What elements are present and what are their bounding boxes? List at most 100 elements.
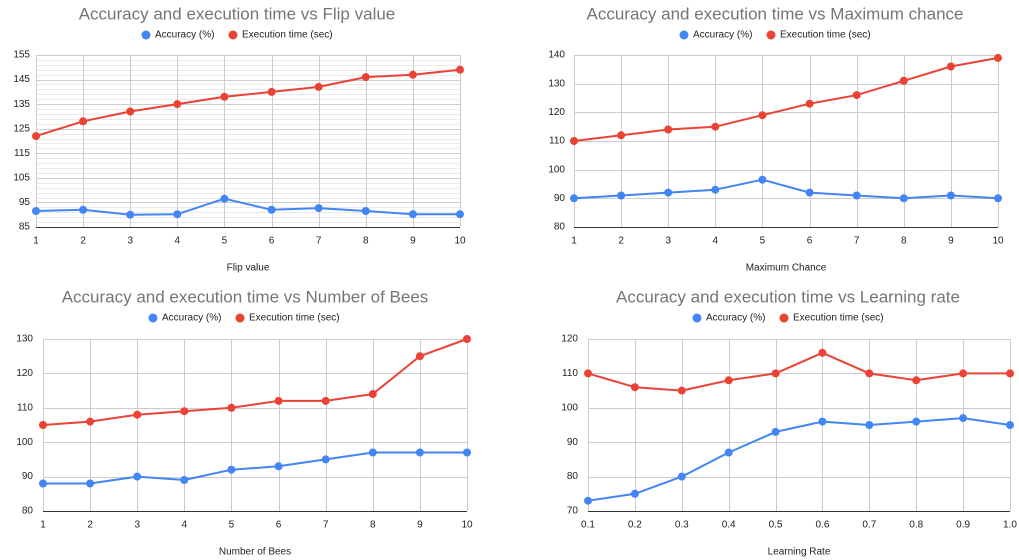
x-axis-title: Number of Bees (219, 547, 291, 558)
data-point-accuracy (959, 414, 968, 423)
x-tick-label: 0.3 (675, 520, 689, 531)
data-point-accuracy (368, 448, 377, 457)
data-point-accuracy (711, 185, 720, 194)
data-point-accuracy (267, 205, 276, 214)
data-point-execution-time (711, 122, 720, 131)
legend-marker-execution-time (779, 313, 789, 323)
legend-label-execution-time: Execution time (sec) (793, 313, 884, 324)
data-point-execution-time (865, 369, 874, 378)
x-tick-label: 9 (948, 236, 954, 247)
x-tick-label: 0.7 (862, 520, 876, 531)
data-point-execution-time (899, 76, 908, 85)
data-point-accuracy (220, 194, 229, 203)
data-point-execution-time (946, 62, 955, 71)
x-tick-label: 2 (87, 520, 93, 531)
data-point-accuracy (133, 472, 142, 481)
x-tick-label: 6 (269, 236, 275, 247)
data-point-accuracy (314, 204, 323, 213)
legend-label-execution-time: Execution time (sec) (249, 313, 340, 324)
y-tick-label: 115 (14, 148, 30, 159)
data-point-execution-time (1006, 369, 1014, 378)
x-tick-label: 0.5 (769, 520, 783, 531)
data-point-accuracy (758, 175, 767, 184)
chart-4: Accuracy and execution time vs Learning … (561, 287, 1017, 557)
legend-label-execution-time: Execution time (sec) (780, 30, 871, 41)
x-tick-label: 7 (854, 236, 860, 247)
data-point-execution-time (771, 369, 780, 378)
series-line-execution-time (42, 338, 468, 426)
series-line-accuracy (587, 417, 1011, 502)
data-point-accuracy (463, 448, 471, 457)
x-tick-label: 5 (222, 236, 228, 247)
data-point-execution-time (314, 82, 323, 91)
x-tick-label: 10 (461, 520, 473, 531)
data-point-execution-time (79, 117, 88, 126)
y-tick-label: 90 (567, 437, 579, 448)
data-point-execution-time (724, 376, 733, 385)
y-tick-label: 130 (16, 334, 33, 345)
chart-3: Accuracy and execution time vs Number of… (16, 287, 473, 557)
data-point-accuracy (173, 210, 182, 219)
x-tick-label: 6 (807, 236, 813, 247)
x-tick-label: 3 (134, 520, 140, 531)
x-tick-label: 0.8 (909, 520, 923, 531)
data-point-execution-time (415, 352, 424, 361)
legend-label-accuracy: Accuracy (%) (162, 313, 221, 324)
y-tick-label: 135 (13, 99, 30, 110)
data-point-execution-time (321, 396, 330, 405)
data-point-accuracy (630, 489, 639, 498)
legend-label-accuracy: Accuracy (%) (693, 30, 752, 41)
chart-title: Accuracy and execution time vs Learning … (616, 287, 960, 306)
y-tick-label: 70 (567, 506, 579, 517)
x-tick-label: 4 (175, 236, 181, 247)
data-point-accuracy (39, 479, 47, 488)
data-point-execution-time (584, 369, 592, 378)
legend-marker-execution-time (235, 313, 245, 323)
y-tick-label: 85 (19, 222, 31, 233)
data-point-accuracy (677, 472, 686, 481)
data-point-execution-time (86, 417, 95, 426)
x-tick-label: 7 (323, 520, 329, 531)
data-point-execution-time (677, 386, 686, 395)
series-line-accuracy (43, 451, 467, 485)
x-axis-title: Learning Rate (768, 547, 831, 558)
y-tick-label: 155 (13, 50, 30, 61)
data-point-accuracy (32, 207, 40, 215)
x-tick-label: 5 (229, 520, 235, 531)
data-point-accuracy (361, 207, 370, 215)
y-tick-label: 110 (17, 402, 33, 413)
data-point-accuracy (664, 188, 673, 197)
x-tick-label: 1 (571, 236, 577, 247)
legend-marker-accuracy (148, 313, 158, 323)
data-point-execution-time (758, 111, 767, 120)
data-point-accuracy (126, 210, 135, 219)
y-tick-label: 145 (13, 74, 30, 85)
y-tick-label: 100 (16, 437, 33, 448)
chart-2: Accuracy and execution time vs Maximum c… (548, 4, 1004, 273)
x-axis-title: Maximum Chance (746, 263, 827, 274)
data-point-accuracy (408, 210, 417, 219)
x-tick-label: 8 (901, 236, 907, 247)
x-tick-label: 9 (410, 236, 416, 247)
data-point-execution-time (267, 87, 276, 96)
y-tick-label: 80 (554, 222, 566, 233)
data-point-execution-time (818, 348, 827, 357)
legend-label-execution-time: Execution time (sec) (242, 30, 333, 41)
x-tick-label: 9 (417, 520, 423, 531)
y-tick-label: 105 (13, 172, 30, 183)
y-tick-label: 80 (22, 506, 34, 517)
x-tick-label: 0.2 (628, 520, 642, 531)
y-tick-label: 90 (554, 193, 566, 204)
legend-marker-accuracy (679, 30, 689, 40)
data-point-accuracy (865, 421, 874, 429)
chart-1: Accuracy and execution time vs Flip valu… (13, 4, 466, 273)
x-tick-label: 10 (992, 236, 1004, 247)
data-point-accuracy (1006, 421, 1014, 429)
data-point-accuracy (274, 462, 283, 471)
x-axis-title: Flip value (227, 263, 270, 274)
x-tick-label: 1.0 (1003, 520, 1017, 531)
data-point-accuracy (912, 417, 921, 426)
legend-marker-accuracy (692, 313, 702, 323)
y-tick-label: 95 (19, 197, 31, 208)
data-point-execution-time (220, 92, 229, 101)
